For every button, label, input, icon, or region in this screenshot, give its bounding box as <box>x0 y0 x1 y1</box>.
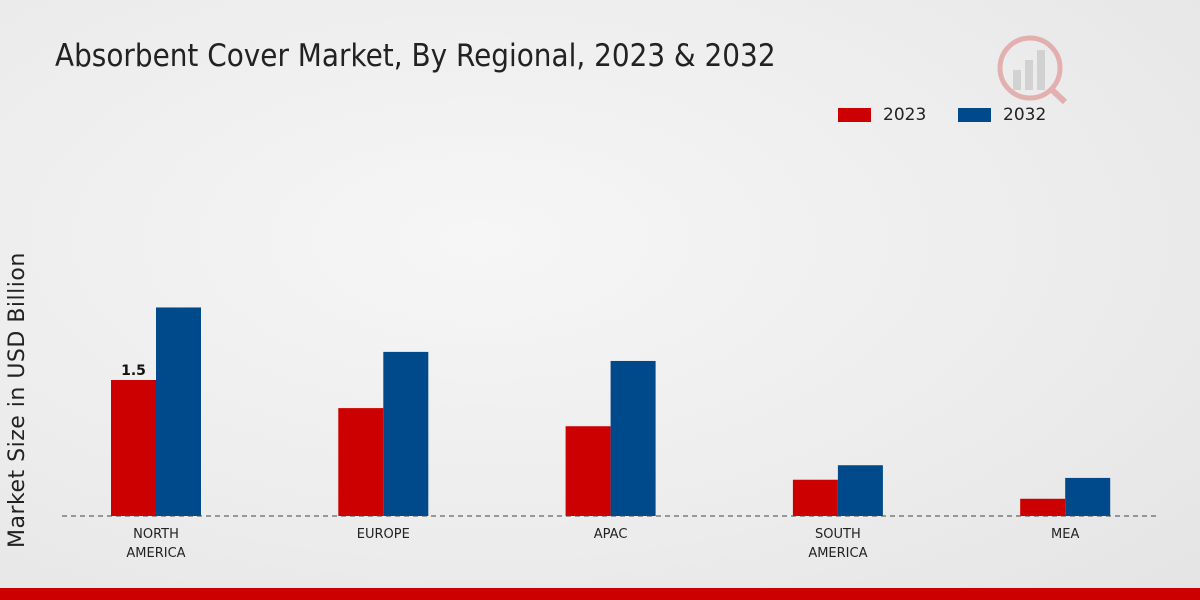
bar-2023-south-america <box>792 479 838 516</box>
data-label: 1.5 <box>121 363 146 379</box>
bar-2032-apac <box>610 360 656 516</box>
x-tick-label: APAC <box>594 527 628 542</box>
bar-2032-north-america <box>156 307 201 516</box>
bar-2032-europe <box>383 351 429 516</box>
bottom-accent-bar <box>0 588 1200 600</box>
x-tick-label: EUROPE <box>357 527 410 542</box>
chart-title: Absorbent Cover Market, By Regional, 202… <box>55 38 776 74</box>
bar-2023-north-america <box>111 379 156 516</box>
x-tick-label: SOUTH AMERICA <box>808 527 867 561</box>
bar-2032-mea <box>1065 477 1111 516</box>
bar-2023-mea <box>1020 498 1066 516</box>
x-tick-label: NORTH AMERICA <box>126 527 185 561</box>
bar-2023-europe <box>338 408 384 516</box>
legend-swatch-2032 <box>958 108 991 122</box>
legend-label-2032: 2032 <box>1003 105 1047 125</box>
x-tick-label: MEA <box>1051 527 1079 542</box>
watermark-logo-icon <box>997 35 1068 105</box>
legend-item-2023: 2023 <box>838 105 926 125</box>
legend-swatch-2023 <box>838 108 871 122</box>
legend-item-2032: 2032 <box>958 105 1046 125</box>
bar-2023-apac <box>565 426 611 516</box>
legend-label-2023: 2023 <box>883 105 927 125</box>
bar-2032-south-america <box>837 465 883 516</box>
